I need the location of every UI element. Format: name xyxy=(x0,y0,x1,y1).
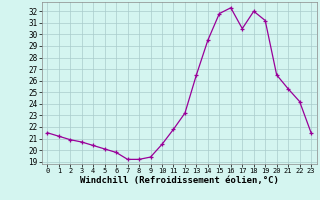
X-axis label: Windchill (Refroidissement éolien,°C): Windchill (Refroidissement éolien,°C) xyxy=(80,176,279,185)
